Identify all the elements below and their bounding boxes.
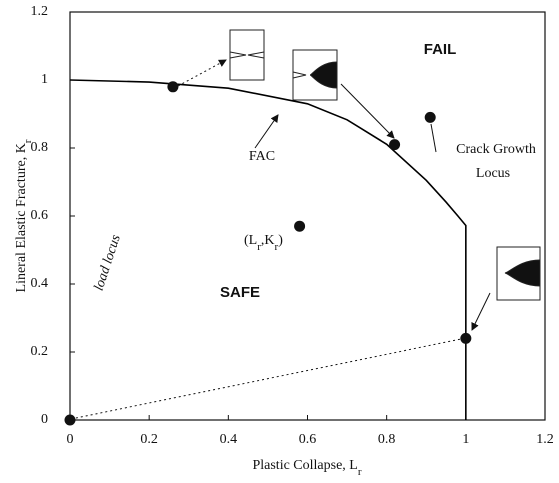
specimen-inset: [496, 246, 541, 301]
point-label: (Lr,Kr): [244, 233, 283, 252]
label-part: ): [278, 233, 283, 248]
point: [167, 81, 179, 93]
label-part: (L: [244, 233, 257, 248]
safe-label: SAFE: [220, 284, 260, 301]
point: [64, 414, 76, 426]
label-part: Plastic Collapse, L: [252, 458, 357, 473]
specimen-inset: [292, 49, 338, 101]
y-tick-label: 0: [41, 412, 48, 427]
label-part: ,K: [261, 233, 275, 248]
subscript: r: [275, 241, 279, 253]
x-tick-label: 0.8: [378, 432, 396, 447]
x-tick-label: 0.2: [140, 432, 158, 447]
arrow: [471, 292, 491, 331]
x-tick-label: 0: [67, 432, 74, 447]
y-tick-label: 1: [41, 72, 48, 87]
subscript: r: [358, 466, 362, 478]
plot-frame: [69, 11, 546, 421]
subscript: r: [22, 139, 34, 143]
point: [424, 111, 436, 123]
y-tick-label: 0.4: [31, 276, 49, 291]
arrow: [254, 114, 279, 149]
locus-label: Locus: [476, 166, 510, 181]
arrow: [177, 59, 227, 87]
pointer-line: [430, 123, 437, 153]
x-axis-label: Plastic Collapse, Lr: [252, 458, 361, 477]
y-tick-label: 0.2: [31, 344, 49, 359]
arrow: [340, 83, 395, 139]
x-tick-label: 1.2: [536, 432, 554, 447]
label-part: Lineral Elastic Fracture, K: [14, 143, 29, 292]
point: [294, 220, 306, 232]
x-tick-label: 0.4: [220, 432, 238, 447]
fac-curve: [69, 79, 467, 420]
subscript: r: [257, 241, 261, 253]
crack-growth-label: Crack Growth: [456, 142, 536, 157]
load-locus-label: load locus: [92, 233, 124, 293]
fac-label: FAC: [249, 149, 275, 164]
y-tick-label: 0.6: [31, 208, 49, 223]
y-tick-label: 0.8: [31, 140, 49, 155]
y-tick-label: 1.2: [31, 4, 49, 19]
load-line: [70, 337, 467, 420]
fail-label: FAIL: [424, 41, 457, 58]
x-tick-label: 1: [462, 432, 469, 447]
y-axis-label: Lineral Elastic Fracture, Kr: [14, 139, 33, 292]
point: [460, 332, 472, 344]
x-tick-label: 0.6: [299, 432, 317, 447]
specimen-inset: [229, 29, 265, 81]
point: [389, 139, 401, 151]
